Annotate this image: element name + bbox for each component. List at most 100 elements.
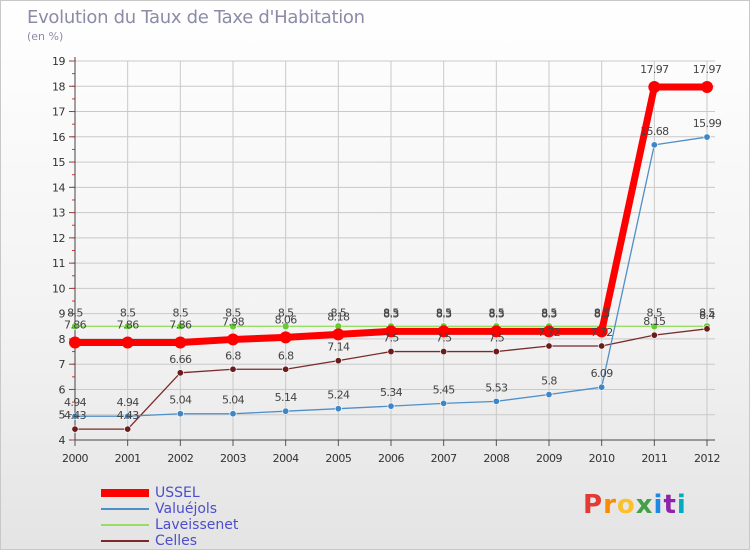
data-label-ussel: 7.86 — [64, 318, 87, 331]
data-label-ussel: 7.86 — [117, 318, 140, 331]
proxiti-logo: Proxiti — [583, 490, 687, 520]
logo-letter: o — [616, 490, 636, 520]
y-tick-label: 16 — [52, 131, 65, 144]
data-label-celles: 6.8 — [278, 349, 294, 362]
point-ussel — [227, 333, 239, 346]
data-label-valujols: 15.68 — [640, 125, 669, 138]
x-tick-label: 2010 — [589, 452, 615, 465]
legend-swatch — [101, 489, 149, 497]
point-valujols — [598, 383, 606, 391]
point-laveissenet — [650, 322, 659, 331]
legend-label: Celles — [155, 533, 198, 549]
point-valujols — [387, 402, 395, 410]
data-label-celles: 7.5 — [383, 332, 399, 345]
data-label-ussel: 7.98 — [222, 315, 245, 328]
data-label-valujols: 5.45 — [433, 383, 456, 396]
point-celles — [176, 369, 184, 377]
point-celles — [334, 357, 342, 365]
data-label-celles: 4.43 — [117, 409, 140, 422]
logo-letter: i — [653, 490, 664, 520]
data-label-laveissenet: 8.5 — [278, 306, 294, 319]
legend-swatch — [101, 524, 149, 526]
logo-letter: t — [663, 490, 677, 520]
point-valujols — [176, 410, 184, 418]
x-tick-label: 2004 — [273, 452, 299, 465]
logo-letter: r — [603, 490, 617, 520]
data-label-valujols: 5.04 — [222, 394, 245, 407]
y-tick-label: 14 — [52, 181, 65, 194]
axes: 4 5 6 7 8 9 10 11 12 13 14 15 16 17 18 19 2000 2001 2002 20… — [52, 55, 721, 465]
data-label-celles: 6.66 — [169, 353, 192, 366]
y-tick-label: 18 — [52, 80, 65, 93]
point-ussel — [279, 331, 292, 344]
legend-item: Celles — [101, 533, 238, 549]
data-label-ussel: 8.3 — [488, 307, 504, 320]
x-tick-label: 2007 — [431, 452, 457, 465]
point-celles — [387, 348, 395, 356]
y-tick-label: 6 — [59, 383, 66, 396]
data-label-celles: 8.4 — [699, 309, 715, 322]
x-tick-label: 2009 — [536, 452, 562, 465]
x-tick-label: 2012 — [694, 452, 720, 465]
data-label-ussel: 8.3 — [541, 307, 557, 320]
point-ussel — [121, 336, 134, 349]
y-tick-label: 13 — [52, 207, 65, 220]
point-ussel — [174, 336, 187, 349]
data-label-celles: 6.8 — [225, 349, 241, 362]
data-label-celles: 8.15 — [643, 315, 666, 328]
point-laveissenet — [229, 322, 237, 331]
x-tick-label: 2011 — [641, 452, 667, 465]
x-tick-label: 2003 — [220, 452, 246, 465]
point-celles — [71, 425, 79, 433]
data-label-celles: 7.14 — [327, 341, 350, 354]
logo-letter: x — [635, 490, 654, 520]
data-label-laveissenet: 8.5 — [225, 306, 241, 319]
point-ussel — [332, 328, 345, 341]
legend-label: Valuéjols — [155, 501, 218, 517]
data-label-ussel: 17.97 — [640, 63, 669, 76]
x-tick-label: 2000 — [62, 452, 88, 465]
y-tick-label: 8 — [59, 333, 66, 346]
x-tick-label: 2008 — [483, 452, 509, 465]
data-labels: 8.5 8.5 8.5 8.5 8.5 8.5 8.5 8.5 8.5 8.5 8.5 8.5 8.5 4… — [64, 63, 722, 422]
y-tick-label: 11 — [52, 257, 65, 270]
y-tick-label: 12 — [52, 232, 65, 245]
y-tick-label: 4 — [59, 434, 66, 447]
data-label-celles: 7.72 — [591, 326, 613, 339]
point-valujols — [545, 391, 553, 399]
legend-swatch — [101, 508, 149, 510]
data-label-celles: 7.5 — [488, 332, 504, 345]
data-label-valujols: 5.14 — [275, 391, 298, 404]
point-ussel — [490, 325, 503, 338]
data-label-laveissenet: 8.5 — [436, 306, 452, 319]
data-label-celles: 7.72 — [538, 326, 560, 339]
data-label-celles: 7.5 — [436, 332, 452, 345]
logo-letter: P — [583, 490, 604, 520]
point-valujols — [124, 412, 132, 420]
data-label-ussel: 17.97 — [693, 63, 722, 76]
y-tick-label: 9 — [59, 308, 66, 321]
point-valujols — [650, 141, 658, 149]
point-celles — [282, 365, 290, 373]
data-label-valujols: 5.8 — [541, 375, 557, 388]
data-label-valujols: 6.09 — [591, 367, 614, 380]
point-valujols — [334, 405, 342, 413]
legend-swatch — [101, 540, 149, 542]
chart-title: Evolution du Taux de Taxe d'Habitation — [27, 7, 365, 28]
point-ussel — [69, 336, 81, 349]
legend-item: USSEL — [101, 485, 238, 501]
point-laveissenet — [123, 322, 132, 331]
point-laveissenet — [71, 322, 79, 331]
y-tick-label: 7 — [59, 358, 66, 371]
point-laveissenet — [176, 322, 185, 331]
data-label-ussel: 8.3 — [383, 307, 399, 320]
point-celles — [440, 348, 448, 356]
point-ussel — [701, 81, 713, 94]
y-tick-label: 10 — [52, 282, 65, 295]
data-label-laveissenet: 8.5 — [67, 306, 83, 319]
data-label-ussel: 7.86 — [169, 318, 192, 331]
point-celles — [229, 365, 237, 373]
point-celles — [545, 342, 553, 350]
